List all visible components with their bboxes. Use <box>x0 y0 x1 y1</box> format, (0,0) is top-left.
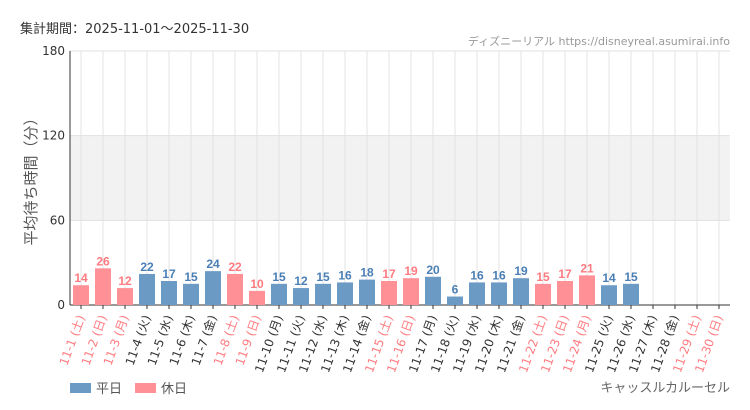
data-label: 15 <box>624 270 638 284</box>
bar <box>513 278 529 305</box>
data-label: 21 <box>580 261 594 275</box>
data-label: 18 <box>360 266 374 280</box>
source-link[interactable]: ディズニーリアル https://disneyreal.asumirai.inf… <box>467 35 730 48</box>
bar <box>139 273 155 305</box>
bar <box>601 285 617 305</box>
bar <box>557 281 573 305</box>
data-label: 17 <box>558 267 572 281</box>
bar <box>293 288 309 305</box>
data-label: 10 <box>250 277 264 291</box>
data-label: 16 <box>470 268 484 282</box>
bar <box>227 273 243 305</box>
y-axis-label: 平均待ち時間（分） <box>22 110 40 245</box>
data-label: 15 <box>272 270 286 284</box>
data-label: 19 <box>404 264 418 278</box>
y-tick-label: 120 <box>42 129 65 143</box>
y-tick-label: 60 <box>50 213 65 227</box>
legend-holiday: 休日 <box>135 378 187 397</box>
period-label: 集計期間：2025-11-01〜2025-11-30 <box>20 22 250 37</box>
bar <box>359 279 375 305</box>
data-label: 14 <box>602 271 616 285</box>
data-label: 22 <box>228 260 242 274</box>
data-label: 12 <box>118 274 132 288</box>
bar <box>447 296 463 305</box>
bar <box>579 275 595 305</box>
bar <box>403 278 419 305</box>
bar <box>271 283 287 305</box>
data-label: 24 <box>206 257 220 271</box>
y-tick-label: 0 <box>57 298 65 312</box>
bar <box>535 283 551 305</box>
data-label: 19 <box>514 264 528 278</box>
bar <box>381 281 397 305</box>
data-label: 14 <box>74 271 88 285</box>
data-label: 6 <box>452 283 459 297</box>
bar <box>315 283 331 305</box>
bar <box>623 283 639 305</box>
data-label: 22 <box>140 260 154 274</box>
bar <box>337 282 353 305</box>
bar <box>469 282 485 305</box>
bar <box>249 290 265 305</box>
legend-weekday-label: 平日 <box>96 382 123 397</box>
bar <box>425 276 441 305</box>
data-label: 16 <box>492 268 506 282</box>
shaded-band <box>70 135 730 221</box>
legend-holiday-label: 休日 <box>161 382 188 397</box>
data-label: 26 <box>96 254 110 268</box>
bar <box>491 282 507 305</box>
bar <box>95 268 111 305</box>
data-label: 12 <box>294 274 308 288</box>
bar <box>205 271 221 305</box>
weekday-swatch <box>70 382 91 393</box>
data-label: 15 <box>536 270 550 284</box>
attraction-name: キャッスルカルーセル <box>600 381 730 396</box>
bar <box>161 281 177 305</box>
data-label: 17 <box>382 267 396 281</box>
data-label: 15 <box>316 270 330 284</box>
legend-weekday: 平日 <box>70 378 122 397</box>
y-tick-label: 180 <box>42 44 65 58</box>
data-label: 16 <box>338 268 352 282</box>
holiday-swatch <box>135 382 156 393</box>
bar <box>183 283 199 305</box>
data-label: 15 <box>184 270 198 284</box>
data-label: 17 <box>162 267 176 281</box>
bar <box>73 285 89 305</box>
bar <box>117 288 133 305</box>
data-label: 20 <box>426 263 440 277</box>
